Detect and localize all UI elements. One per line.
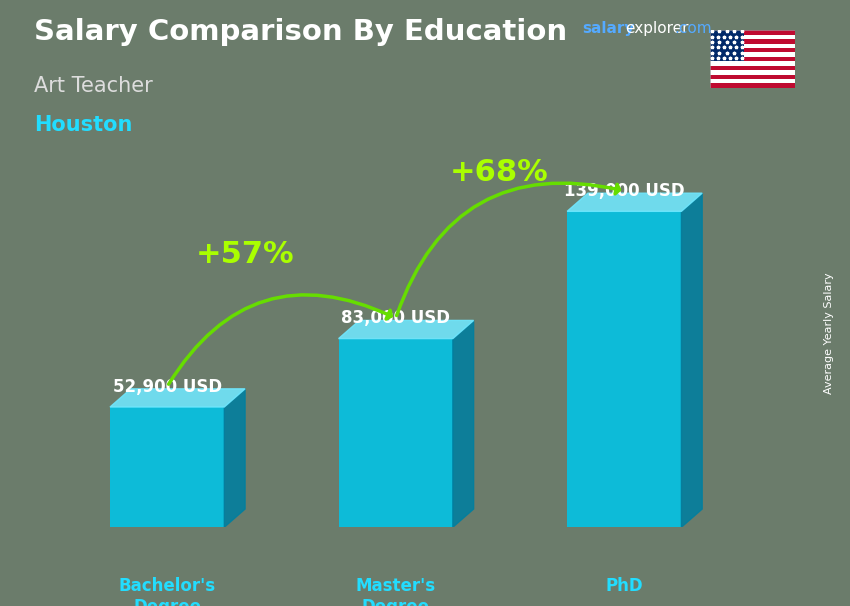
Text: Salary Comparison By Education: Salary Comparison By Education [34, 18, 567, 46]
Text: Houston: Houston [34, 115, 133, 135]
Text: 52,900 USD: 52,900 USD [112, 378, 222, 396]
Polygon shape [110, 389, 245, 407]
Bar [710, 57, 795, 61]
Bar [710, 75, 795, 79]
Polygon shape [453, 321, 473, 527]
Polygon shape [567, 193, 702, 211]
Bar [710, 61, 795, 65]
Text: Average Yearly Salary: Average Yearly Salary [824, 273, 834, 394]
Bar [710, 35, 795, 39]
Bar [710, 53, 795, 57]
Bar [338, 339, 453, 527]
Text: 83,000 USD: 83,000 USD [341, 309, 450, 327]
Bar [710, 70, 795, 75]
Text: Bachelor's
Degree: Bachelor's Degree [119, 577, 216, 606]
Bar [710, 44, 795, 48]
Bar [567, 211, 682, 527]
Text: +68%: +68% [450, 158, 549, 187]
Polygon shape [224, 389, 245, 527]
Text: +57%: +57% [196, 240, 294, 269]
Polygon shape [338, 321, 473, 339]
Bar [710, 65, 795, 70]
Text: explorer: explorer [625, 21, 688, 36]
Text: PhD: PhD [605, 577, 643, 595]
Text: .com: .com [674, 21, 711, 36]
Bar [710, 30, 795, 35]
Text: 139,000 USD: 139,000 USD [564, 182, 684, 200]
Text: Master's
Degree: Master's Degree [355, 577, 436, 606]
Bar [110, 407, 224, 527]
Text: salary: salary [582, 21, 635, 36]
Bar [710, 30, 744, 61]
Text: Art Teacher: Art Teacher [34, 76, 153, 96]
Bar [710, 79, 795, 84]
Bar [710, 39, 795, 44]
Bar [710, 84, 795, 88]
Bar [710, 48, 795, 53]
Polygon shape [682, 193, 702, 527]
